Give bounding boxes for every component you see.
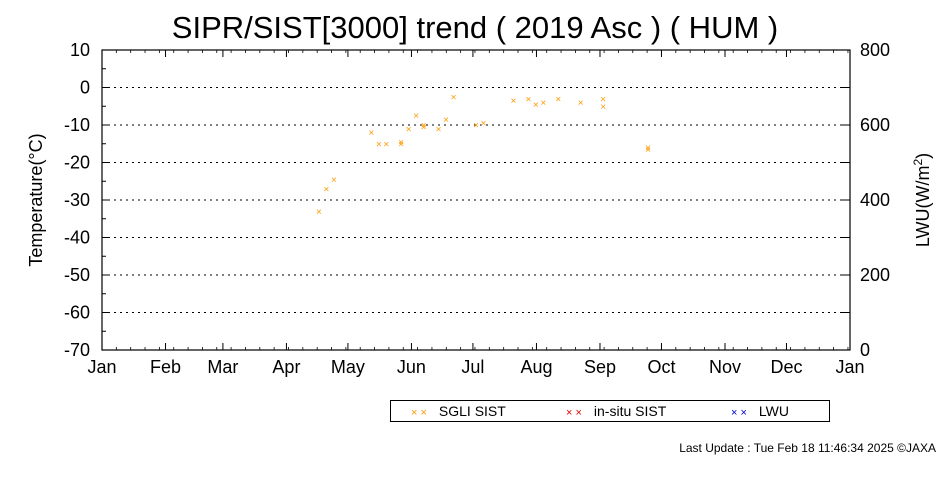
y-axis-label: Temperature(°C) — [26, 133, 46, 266]
last-update-text: Last Update : Tue Feb 18 11:46:34 2025 ©… — [679, 441, 936, 455]
axis-ticks — [101, 49, 851, 351]
legend-label: SGLI SIST — [438, 403, 506, 419]
data-point: × — [421, 121, 427, 132]
y-tick-label: 0 — [80, 78, 90, 98]
data-point: × — [451, 92, 457, 103]
data-point: × — [525, 94, 531, 105]
y2-axis-label-sup: 2 — [911, 159, 925, 166]
data-point: × — [443, 115, 449, 126]
data-point: × — [555, 94, 561, 105]
data-point: × — [510, 96, 516, 107]
data-point: × — [316, 207, 322, 218]
data-point: × — [645, 145, 651, 156]
data-point: × — [578, 98, 584, 109]
data-point: × — [540, 98, 546, 109]
x-tick-label: Oct — [647, 357, 675, 377]
x-tick-label: Aug — [520, 357, 552, 377]
x-tick-label: Dec — [770, 357, 802, 377]
legend-marker: × × — [411, 407, 427, 419]
data-point: × — [481, 119, 487, 130]
y2-tick-label: 0 — [860, 340, 870, 360]
data-point: × — [331, 175, 337, 186]
data-point: × — [436, 124, 442, 135]
y2-tick-label: 400 — [860, 190, 890, 210]
x-tick-label: Jul — [461, 357, 484, 377]
y2-axis-label-main: LWU(W/m — [913, 166, 933, 248]
legend: × × SGLI SIST × × in-situ SIST × × LWU — [390, 400, 830, 422]
x-tick-label: Jun — [397, 357, 426, 377]
y2-tick-label: 800 — [860, 40, 890, 60]
x-tick-label: May — [331, 357, 365, 377]
data-point: × — [376, 139, 382, 150]
data-point: × — [533, 100, 539, 111]
legend-item-lwu: × × LWU — [731, 403, 789, 419]
x-tick-label: Mar — [207, 357, 238, 377]
y-tick-label: 10 — [70, 40, 90, 60]
y-tick-label: -30 — [64, 190, 90, 210]
data-point: × — [383, 139, 389, 150]
y2-tick-label: 200 — [860, 265, 890, 285]
data-point: × — [398, 137, 404, 148]
y2-tick-label: 600 — [860, 115, 890, 135]
x-tick-label: Feb — [150, 357, 181, 377]
data-point: × — [413, 111, 419, 122]
y2-tick-labels: 800 600 400 200 0 — [860, 40, 890, 360]
data-point: × — [398, 139, 404, 150]
y2-axis-label-close: ) — [913, 153, 933, 159]
legend-item-in-situ-sist: × × in-situ SIST — [566, 403, 666, 419]
y2-axis-label: LWU(W/m2) — [911, 153, 933, 247]
data-point: × — [473, 121, 479, 132]
x-tick-label: Jan — [87, 357, 116, 377]
legend-label: in-situ SIST — [593, 403, 667, 419]
legend-marker: × × — [731, 407, 747, 419]
data-point: × — [368, 128, 374, 139]
chart-title: SIPR/SIST[3000] trend ( 2019 Asc ) ( HUM… — [171, 10, 779, 45]
data-point: × — [421, 122, 427, 133]
y-tick-label: -40 — [64, 228, 90, 248]
data-point: × — [323, 184, 329, 195]
data-point: × — [406, 124, 412, 135]
data-point: × — [645, 143, 651, 154]
legend-label: LWU — [758, 403, 789, 419]
y-tick-label: -50 — [64, 265, 90, 285]
x-tick-labels: Jan Feb Mar Apr May Jun Jul Aug Sep Oct Nov Dec Jan — [87, 357, 864, 377]
gridlines — [102, 87, 850, 313]
y-tick-label: -60 — [64, 303, 90, 323]
data-point: × — [600, 94, 606, 105]
y-tick-labels: 10 0 -10 -20 -30 -40 -50 -60 -70 — [64, 40, 90, 360]
legend-marker: × × — [566, 407, 582, 419]
legend-item-sgli-sist: × × SGLI SIST — [411, 403, 506, 419]
x-tick-label: Nov — [709, 357, 741, 377]
data-point: × — [600, 102, 606, 113]
x-tick-label: Apr — [272, 357, 300, 377]
y-tick-label: -10 — [64, 115, 90, 135]
y-tick-label: -20 — [64, 153, 90, 173]
x-tick-label: Jan — [835, 357, 864, 377]
y-tick-label: -70 — [64, 340, 90, 360]
x-tick-label: Sep — [584, 357, 616, 377]
data-points: ××××× × ×××××× ×××× ×× ×× × × × ×××× — [316, 92, 651, 217]
